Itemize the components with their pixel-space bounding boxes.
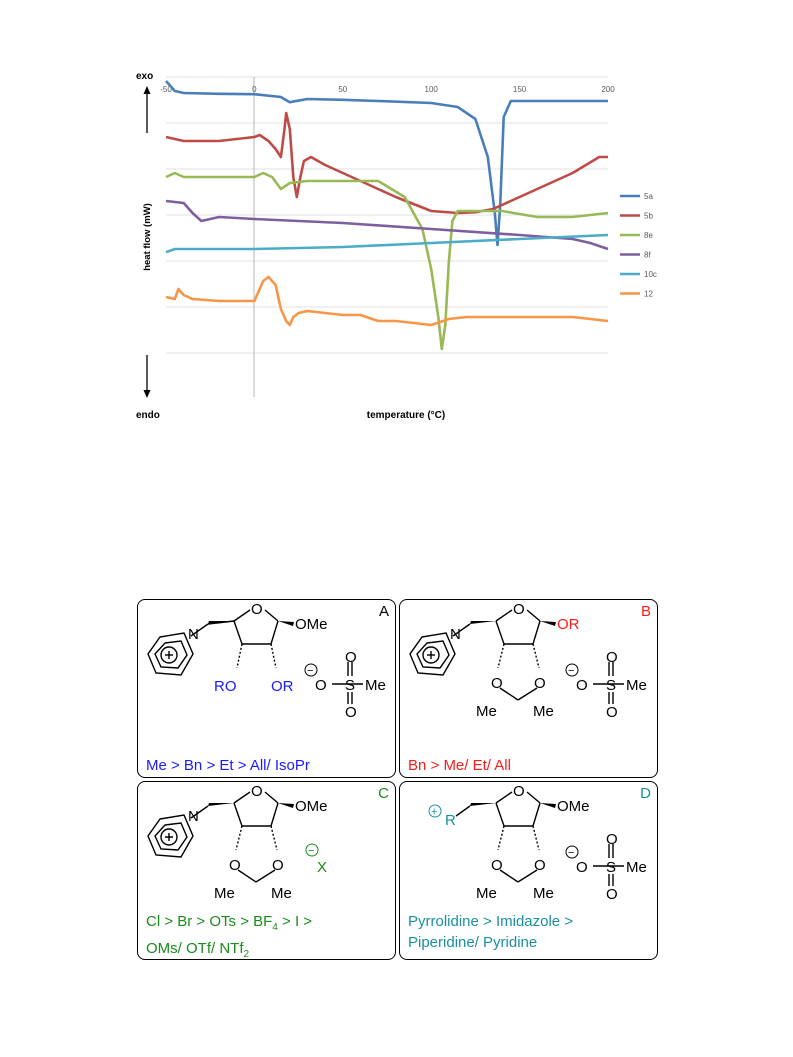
panel-c: C N O OMe: [137, 781, 396, 960]
panel-d-s: S: [606, 859, 616, 876]
panel-b-ring-o: O: [513, 601, 525, 618]
endo-label: endo: [136, 410, 160, 421]
panel-b-me1: Me: [476, 703, 497, 720]
series-line-10c: [165, 233, 609, 254]
endo-arrow: [143, 355, 151, 398]
panel-d-me2: Me: [533, 885, 554, 902]
panel-c-letter: C: [378, 785, 389, 802]
legend-label-10c: 10c: [644, 270, 657, 279]
exo-label: exo: [136, 71, 153, 82]
panel-a-o-top: O: [345, 649, 357, 666]
panel-d-caption-line-2: Piperidine/ Pyridine: [408, 934, 538, 951]
panel-d-caption-line-1: Pyrrolidine > Imidazole >: [408, 913, 574, 930]
series-line-8e: [165, 171, 609, 351]
chart-gridlines: [166, 76, 608, 354]
panel-c-minus: −: [308, 845, 314, 857]
panel-d-o-bot: O: [606, 886, 618, 903]
dsc-chart: -50 0 50 100 150 200 exo endo heat flow (mW) …: [136, 71, 657, 421]
panel-b-me2: Me: [533, 703, 554, 720]
panel-c-x: X: [317, 859, 327, 876]
x-tick-label: 0: [252, 85, 257, 94]
panel-d-o-left: O: [576, 859, 588, 876]
panel-b-o-left: O: [576, 677, 588, 694]
y-axis-label: heat flow (mW): [142, 203, 153, 271]
x-tick-label: 100: [425, 85, 439, 94]
panel-c-caption-line-2: OMs/ OTf/ NTf2: [146, 940, 250, 960]
panel-d-o2: O: [534, 857, 546, 874]
series-line-5b: [165, 111, 608, 215]
panel-a-structure: N O OMe RO OR O S O O Me −: [147, 601, 386, 721]
panel-a-letter: A: [378, 603, 389, 620]
panel-b-o2: O: [534, 675, 546, 692]
series-line-12: [165, 275, 609, 327]
panel-a-ro: RO: [214, 678, 237, 695]
panel-b-n: N: [450, 626, 461, 643]
panel-a-n: N: [188, 626, 199, 643]
panel-c-o2: O: [272, 857, 284, 874]
panel-c-me2: Me: [271, 885, 292, 902]
series-line-5a: [165, 80, 608, 247]
panel-d-o1: O: [491, 857, 503, 874]
x-axis-label: temperature (°C): [367, 410, 445, 421]
panel-a-o-left: O: [315, 677, 327, 694]
legend-label-12: 12: [644, 290, 653, 299]
panel-a-o-bot: O: [345, 704, 357, 721]
panel-a-ring-o: O: [251, 601, 263, 618]
panel-c-me1: Me: [214, 885, 235, 902]
panel-b-me: Me: [626, 677, 647, 694]
panel-c-o1: O: [229, 857, 241, 874]
x-tick-label: 150: [513, 85, 527, 94]
panel-c-caption: Cl > Br > OTs > BF4 > I > OMs/ OTf/ NTf2: [146, 911, 313, 960]
panel-a-caption-line: Me > Bn > Et > All/ IsoPr: [146, 757, 310, 774]
panel-d: D + R O: [399, 781, 658, 960]
panel-b-s: S: [606, 677, 616, 694]
panel-b: B: [399, 599, 658, 778]
x-tick-label: 50: [338, 85, 347, 94]
panel-c-n: N: [188, 808, 199, 825]
x-tick-label: 200: [601, 85, 615, 94]
panel-b-structure: N O OR O O Me Me O S O O Me −: [409, 601, 647, 721]
panel-a-ome: OMe: [295, 616, 328, 633]
panel-a: A N: [137, 599, 396, 778]
panel-a-caption: Me > Bn > Et > All/ IsoPr: [146, 755, 310, 776]
panel-b-caption: Bn > Me/ Et/ All: [408, 755, 511, 776]
structure-scheme: A N: [137, 599, 660, 962]
panel-a-me: Me: [365, 677, 386, 694]
panel-d-caption: Pyrrolidine > Imidazole > Piperidine/ Py…: [408, 911, 573, 953]
legend: 5a 5b 8e 8f 10c 12: [620, 192, 657, 299]
x-tick-label: -50: [160, 85, 172, 94]
panel-b-minus: −: [568, 665, 574, 677]
panel-b-or: OR: [557, 616, 580, 633]
panel-b-o1: O: [491, 675, 503, 692]
panel-b-o-bot: O: [606, 704, 618, 721]
panel-d-structure: + R O OMe O O Me Me O S O O Me −: [428, 783, 647, 903]
panel-d-me1: Me: [476, 885, 497, 902]
panel-a-s: S: [345, 677, 355, 694]
series-line-8f: [165, 199, 609, 251]
panel-b-o-top: O: [606, 649, 618, 666]
panel-d-o-top: O: [606, 831, 618, 848]
panel-a-or: OR: [271, 678, 294, 695]
panel-c-caption-line-1: Cl > Br > OTs > BF4 > I >: [146, 913, 313, 933]
panel-d-letter: D: [640, 785, 651, 802]
panel-d-me: Me: [626, 859, 647, 876]
panel-c-ome: OMe: [295, 798, 328, 815]
legend-label-5a: 5a: [644, 192, 653, 201]
panel-c-ring-o: O: [251, 783, 263, 800]
legend-label-8e: 8e: [644, 231, 653, 240]
panel-d-r: R: [445, 812, 456, 829]
panel-d-ring-o: O: [513, 783, 525, 800]
panel-b-letter: B: [640, 603, 651, 620]
legend-label-5b: 5b: [644, 212, 653, 221]
legend-label-8f: 8f: [644, 251, 651, 260]
exo-arrow: [143, 86, 151, 133]
panel-d-minus: −: [568, 847, 574, 859]
panel-a-minus: −: [307, 665, 313, 677]
panel-d-ome: OMe: [557, 798, 590, 815]
panel-d-plus: +: [431, 806, 437, 818]
panel-b-caption-line: Bn > Me/ Et/ All: [408, 757, 511, 774]
panel-c-structure: N O OMe O O Me Me − X: [147, 783, 328, 902]
